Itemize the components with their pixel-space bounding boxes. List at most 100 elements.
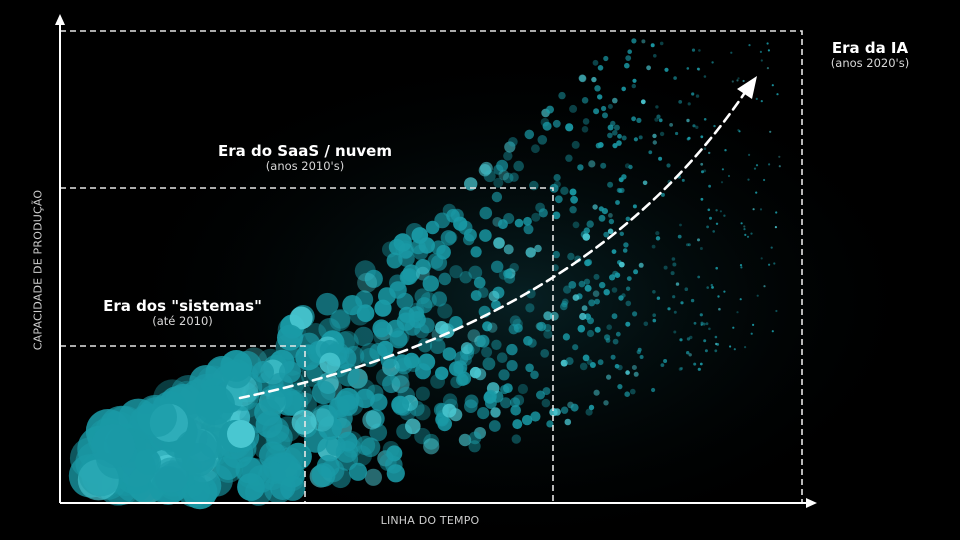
bubble [536, 390, 545, 400]
bubble [684, 287, 689, 292]
bubble [703, 339, 707, 343]
bubble [342, 438, 362, 458]
bubble [760, 257, 763, 260]
bubble [617, 384, 623, 390]
bubble [279, 361, 301, 383]
bubble [740, 222, 743, 225]
bubble [174, 429, 218, 473]
bubble [521, 414, 533, 426]
bubble [632, 311, 638, 317]
bubble [704, 349, 708, 353]
bubble [578, 74, 586, 82]
y-axis-label: CAPACIDADE DE PRODUÇÃO [31, 189, 45, 351]
bubble [642, 180, 648, 186]
bubble [624, 163, 631, 169]
era-sistemas-title: Era dos "sistemas" [103, 297, 262, 315]
bubble [622, 248, 628, 253]
bubble [470, 290, 482, 301]
x-axis-label: LINHA DO TEMPO [380, 514, 480, 527]
bubble [653, 54, 657, 58]
bubble [538, 208, 548, 218]
bubble [687, 136, 691, 140]
bubble [614, 364, 620, 369]
bubble [477, 287, 489, 298]
bubble [615, 331, 621, 337]
bubble [638, 135, 643, 140]
bubble [658, 156, 663, 161]
bubble [437, 303, 453, 319]
bubble [708, 151, 711, 155]
bubble [560, 406, 569, 414]
bubble [619, 231, 624, 236]
bubble [488, 420, 501, 432]
bubble [643, 321, 649, 327]
bubble [487, 322, 498, 333]
bubble [650, 43, 655, 48]
bubble [496, 352, 508, 364]
bubble [396, 292, 414, 310]
bubble [631, 116, 636, 122]
bubble [696, 67, 700, 71]
bubble [442, 403, 457, 418]
bubble [437, 416, 453, 432]
bubble [742, 79, 745, 83]
bubble [577, 164, 584, 171]
bubble [770, 246, 773, 249]
bubble [362, 410, 382, 430]
bubble [667, 307, 671, 311]
bubble [460, 342, 473, 355]
bubble [523, 224, 534, 235]
bubble [727, 174, 731, 178]
bubble [431, 291, 447, 307]
bubble [541, 398, 551, 408]
bubble [625, 370, 630, 375]
bubble [458, 433, 472, 447]
bubble [593, 389, 600, 396]
bubble [633, 269, 639, 275]
bubble [706, 286, 709, 289]
bubble [760, 59, 763, 62]
era-ia-subtitle: (anos 2020's) [830, 56, 910, 71]
bubble [456, 373, 469, 387]
bubble [623, 242, 629, 248]
bubble [572, 344, 579, 351]
bubble [449, 316, 463, 330]
bubble [606, 374, 612, 380]
bubble [558, 91, 566, 100]
bubble [651, 387, 656, 393]
bubble [607, 132, 613, 139]
bubble [553, 180, 561, 188]
bubble [525, 247, 536, 258]
bubble [773, 262, 776, 265]
bubble [769, 130, 772, 133]
bubble [491, 191, 503, 203]
bubble [698, 49, 701, 52]
bubble [405, 223, 424, 241]
bubble [714, 335, 718, 339]
bubble [429, 338, 446, 355]
era-boxes [60, 30, 803, 503]
bubble [752, 323, 755, 326]
bubble [743, 228, 746, 231]
bubble [473, 276, 486, 289]
bubble [664, 67, 669, 72]
bubble [687, 102, 691, 106]
bubble [730, 51, 733, 54]
era-box-ia [60, 30, 803, 503]
bubble [618, 295, 624, 301]
bubble [656, 296, 661, 300]
bubble [442, 393, 458, 408]
bubble [552, 119, 561, 128]
bubble [724, 149, 727, 152]
bubble [606, 324, 612, 331]
bubble [393, 233, 412, 252]
bubble [389, 330, 408, 349]
bubble [409, 400, 425, 417]
bubble [583, 278, 591, 285]
bubble [703, 147, 707, 150]
bubble [608, 218, 615, 225]
bubble [523, 216, 532, 226]
bubble [612, 97, 618, 104]
bubble [442, 347, 457, 361]
bubble [537, 135, 548, 145]
